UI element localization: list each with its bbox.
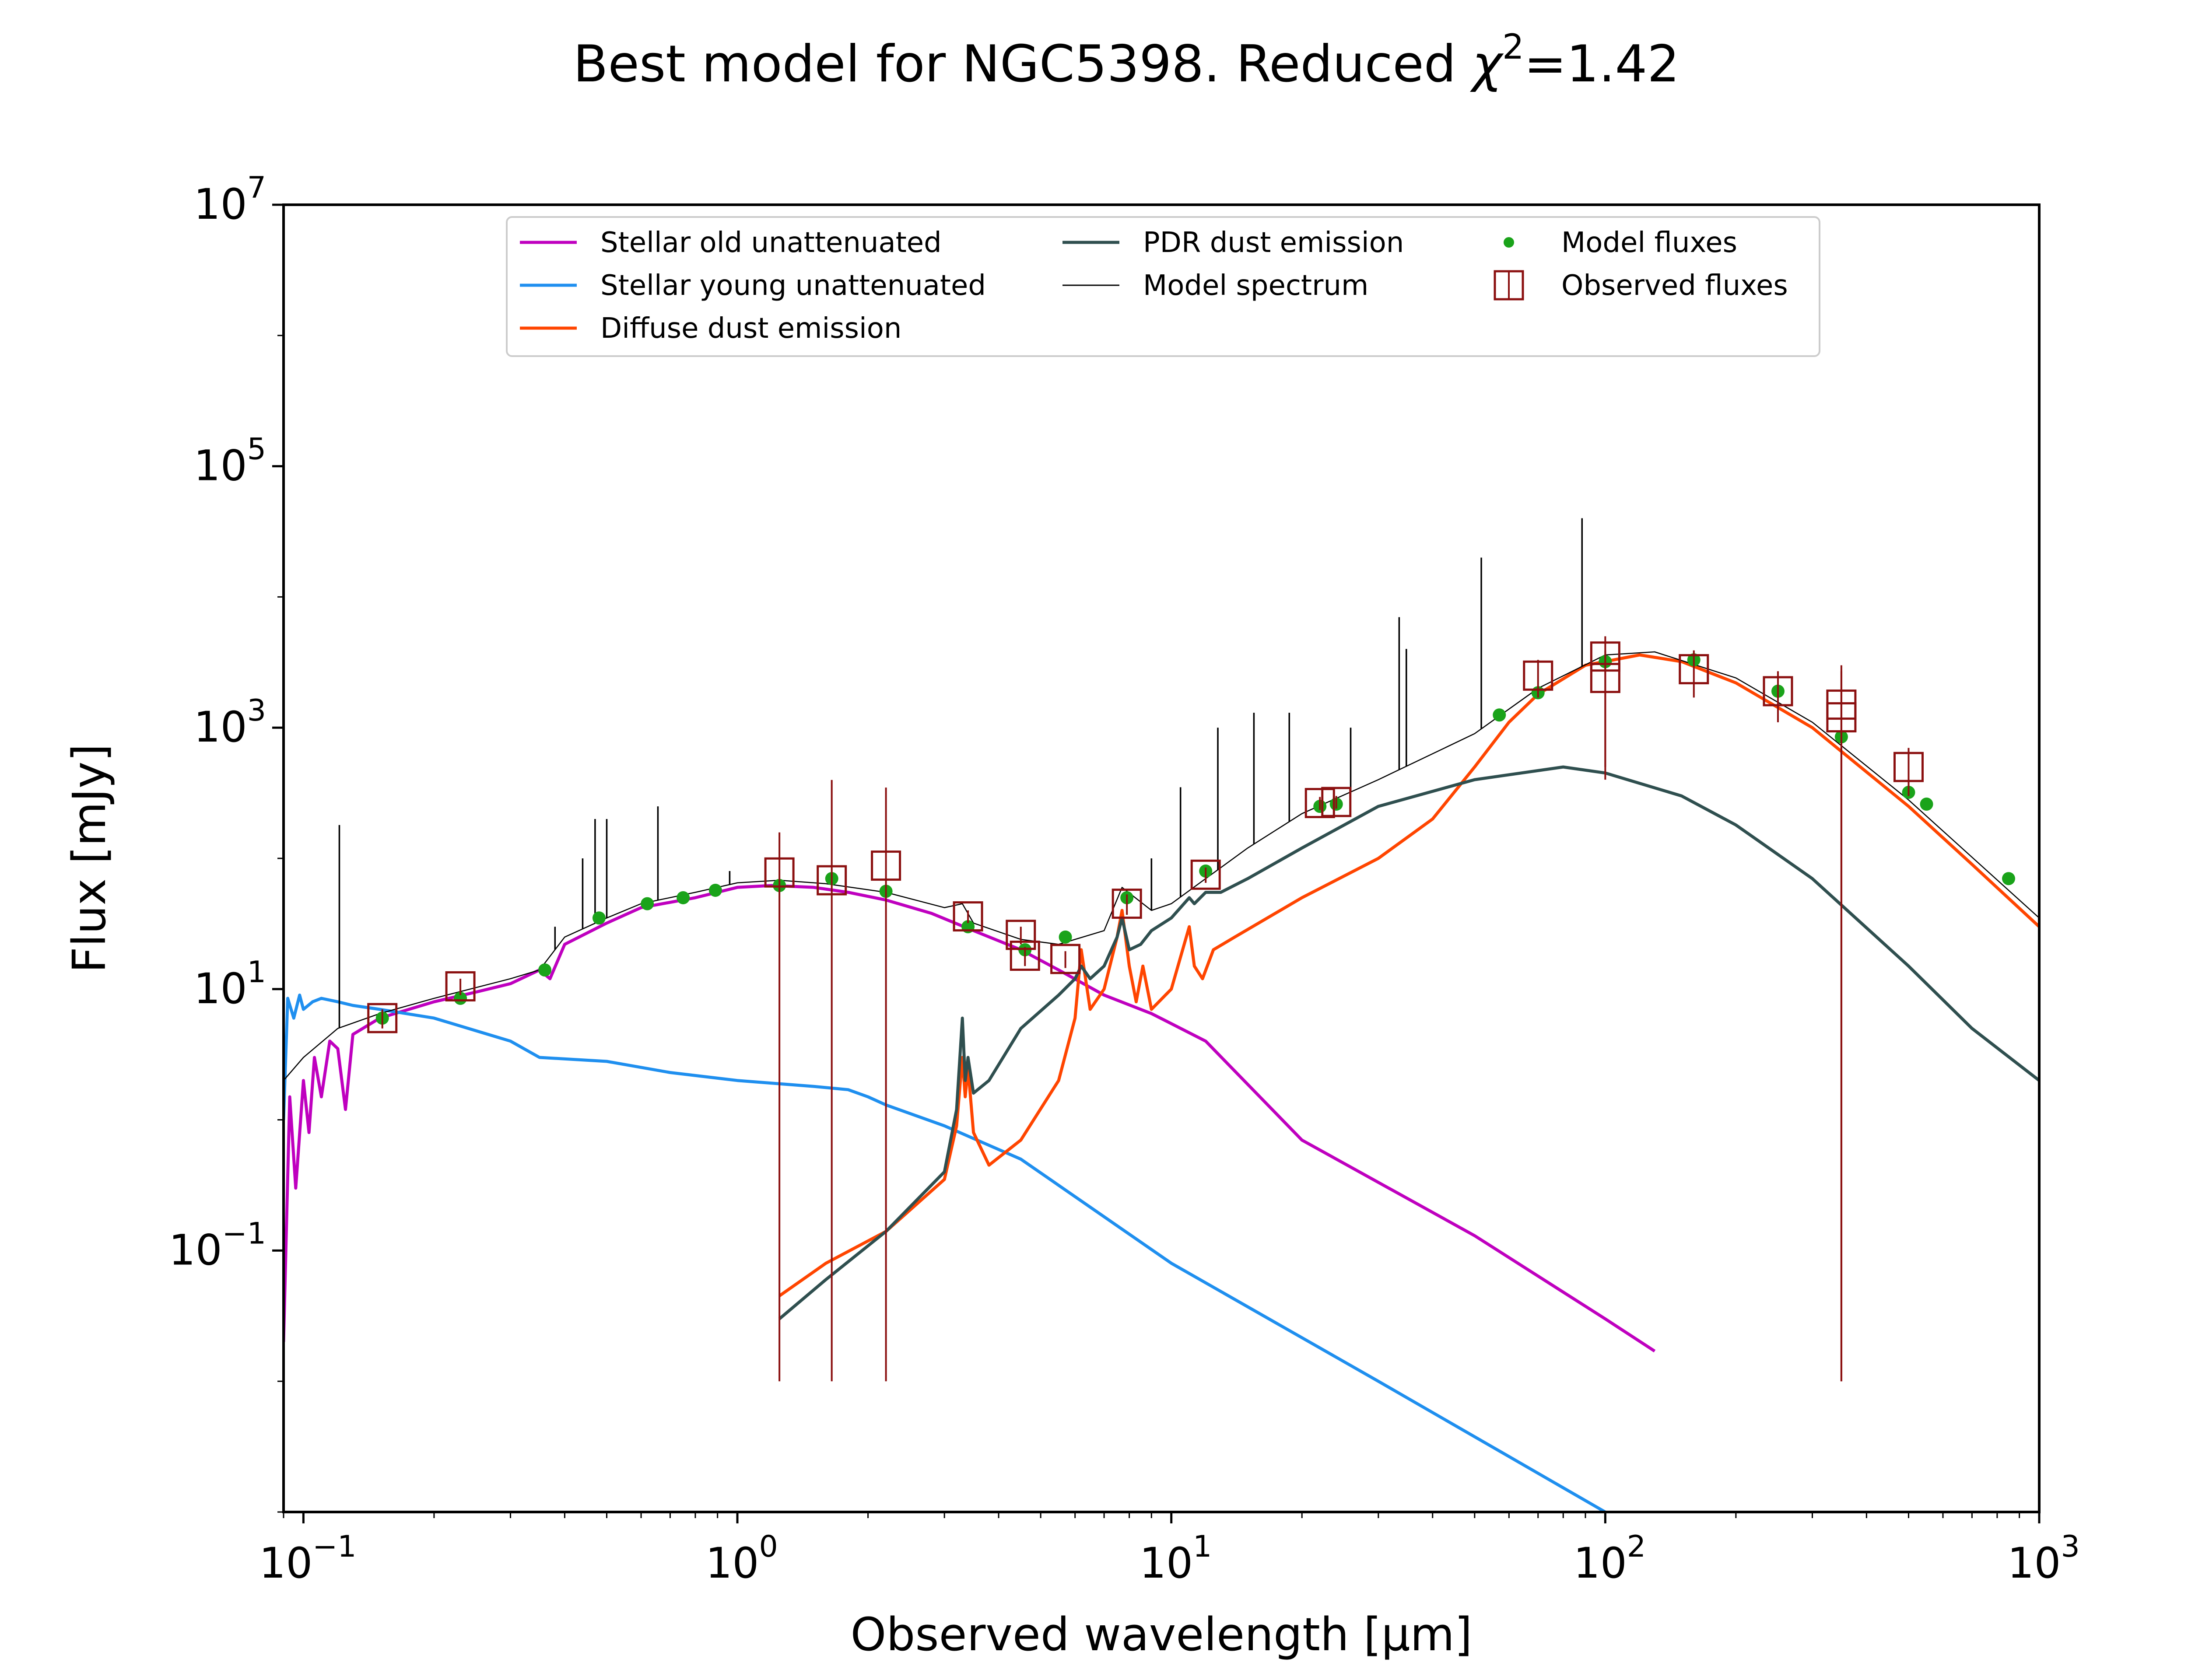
- legend-swatch-dot: [1504, 237, 1514, 248]
- series-line-stellar-old-unattenuated: [284, 884, 1656, 1353]
- observed-flux-point: [1763, 676, 1793, 707]
- observed-flux-point: [1112, 889, 1142, 919]
- y-tick-label: 105: [194, 432, 266, 490]
- model-flux-point: [1493, 708, 1506, 722]
- legend-label: Stellar old unattenuated: [600, 227, 942, 259]
- model-flux-point: [1920, 798, 1933, 811]
- observed-flux-point: [1826, 702, 1857, 733]
- model-flux-point: [677, 891, 690, 904]
- legend-frame: [506, 216, 1820, 357]
- model-flux-point: [538, 963, 552, 977]
- model-flux-point: [592, 911, 606, 925]
- legend-label: Stellar young unattenuated: [600, 270, 986, 302]
- legend-item-observed-fluxes: Observed fluxes: [1494, 270, 1788, 302]
- y-tick-label: 101: [194, 955, 266, 1013]
- x-tick-label: 100: [705, 1530, 778, 1588]
- legend-item-stellar-old-unattenuated: Stellar old unattenuated: [520, 227, 942, 259]
- observed-flux-point: [817, 865, 847, 896]
- legend-label: Model fluxes: [1561, 227, 1737, 259]
- legend-item-stellar-young-unattenuated: Stellar young unattenuated: [520, 270, 986, 302]
- legend-label: Observed fluxes: [1561, 270, 1788, 302]
- y-tick-label: 103: [194, 693, 266, 752]
- observed-flux-point: [1010, 941, 1040, 971]
- x-tick-label: 101: [1140, 1530, 1212, 1588]
- observed-flux-point: [445, 971, 476, 1001]
- y-tick-label: 10−1: [169, 1216, 266, 1274]
- x-tick-label: 103: [2007, 1530, 2079, 1588]
- model-flux-point: [708, 883, 722, 897]
- x-tick-label: 10−1: [259, 1530, 356, 1588]
- model-flux-point: [1059, 930, 1072, 944]
- observed-flux-point: [764, 857, 795, 888]
- model-flux-point: [454, 991, 467, 1005]
- observed-flux-point: [1050, 944, 1081, 974]
- observed-flux-point: [871, 850, 901, 881]
- legend-item-pdr-dust-emission: PDR dust emission: [1062, 227, 1404, 259]
- legend-item-diffuse-dust-emission: Diffuse dust emission: [520, 312, 901, 345]
- legend: Stellar old unattenuated Stellar young un…: [506, 216, 1820, 357]
- y-tick-label: 107: [194, 171, 266, 229]
- series-line-stellar-young-unattenuated: [284, 994, 1606, 1512]
- series-layer: [284, 518, 2039, 1512]
- legend-item-model-fluxes: Model fluxes: [1504, 227, 1737, 259]
- x-tick-label: 102: [1574, 1530, 1646, 1588]
- model-flux-point: [2002, 872, 2016, 886]
- legend-label: Diffuse dust emission: [600, 312, 901, 345]
- observed-flux-point: [1679, 654, 1709, 685]
- observed-flux-point: [953, 901, 983, 932]
- observed-flux-point: [1523, 660, 1553, 691]
- observed-flux-point: [1006, 920, 1036, 950]
- observed-flux-point: [1893, 752, 1924, 782]
- observed-flux-point: [1321, 787, 1352, 817]
- legend-label: Model spectrum: [1143, 270, 1368, 302]
- series-line-model-spectrum: [284, 651, 2039, 1081]
- observed-flux-point: [1304, 788, 1335, 819]
- marker-layer: [367, 636, 2016, 1382]
- plot-frame: [282, 203, 2041, 1513]
- legend-label: PDR dust emission: [1143, 227, 1404, 259]
- legend-item-model-spectrum: Model spectrum: [1062, 270, 1368, 302]
- y-axis-label: Flux [mJy]: [63, 744, 116, 973]
- x-axis-label: Observed wavelength [μm]: [851, 1608, 1473, 1661]
- axis-layer: 10−1 100 101 102 103 10−1 101 103 105 107: [169, 171, 2080, 1588]
- observed-flux-point: [1190, 859, 1221, 890]
- observed-flux-point: [367, 1003, 398, 1033]
- observed-flux-point: [1590, 663, 1620, 693]
- model-flux-point: [641, 897, 654, 910]
- chart-title: Best model for NGC5398. Reduced χ2=1.42: [573, 28, 1680, 94]
- series-line-pdr-dust-emission: [778, 765, 2039, 1320]
